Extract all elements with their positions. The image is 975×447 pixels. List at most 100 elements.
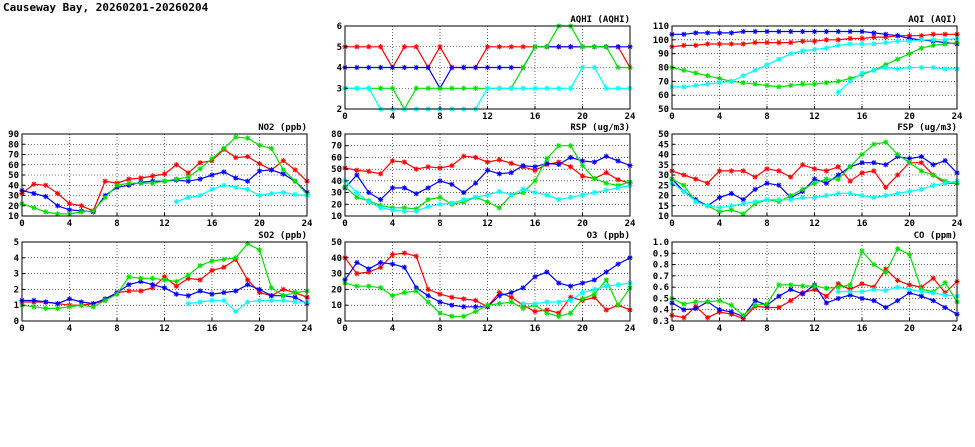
data-point <box>591 175 597 182</box>
data-point <box>126 176 132 182</box>
x-tick-label: 12 <box>809 219 820 229</box>
data-point <box>895 277 901 283</box>
data-point <box>615 44 621 50</box>
x-tick-label: 4 <box>390 324 396 334</box>
x-tick-label: 16 <box>207 219 218 229</box>
data-point <box>859 289 865 295</box>
y-tick-label: 25 <box>658 181 669 191</box>
data-point <box>591 44 597 50</box>
data-point <box>906 64 913 71</box>
data-point <box>556 280 562 286</box>
x-tick-label: 24 <box>952 219 963 229</box>
data-point <box>716 298 723 304</box>
data-point <box>185 272 191 278</box>
data-point <box>716 80 723 86</box>
data-point <box>906 188 913 194</box>
x-tick-label: 20 <box>904 324 915 334</box>
data-point <box>292 191 298 198</box>
data-point <box>615 158 621 164</box>
x-tick-label: 8 <box>764 219 769 229</box>
data-point <box>568 194 574 200</box>
data-point <box>728 302 734 308</box>
data-point <box>484 167 491 173</box>
data-point <box>871 298 877 304</box>
y-tick-label: 10 <box>8 212 19 222</box>
data-point <box>603 283 609 289</box>
data-point <box>544 307 550 313</box>
data-point <box>788 51 794 57</box>
data-point <box>895 298 901 304</box>
data-point <box>823 28 829 35</box>
data-point <box>496 301 502 307</box>
data-point <box>473 64 479 71</box>
data-point <box>603 85 609 91</box>
data-point <box>906 51 913 57</box>
data-point <box>449 64 455 71</box>
data-point <box>740 80 746 86</box>
data-point <box>150 180 156 186</box>
series-line <box>345 45 631 69</box>
data-point <box>197 160 203 166</box>
data-point <box>461 153 467 159</box>
data-point <box>716 168 723 174</box>
data-point <box>256 192 263 199</box>
data-point <box>473 154 479 161</box>
data-point <box>835 42 841 48</box>
x-tick-label: 0 <box>342 324 347 334</box>
data-point <box>811 166 818 172</box>
x-tick-label: 8 <box>764 112 769 122</box>
data-point <box>401 250 407 256</box>
data-point <box>461 304 467 310</box>
data-point <box>449 163 455 169</box>
data-point <box>378 171 384 177</box>
data-point <box>268 190 274 197</box>
data-point <box>354 283 360 289</box>
data-point <box>233 255 239 261</box>
x-tick-label: 4 <box>717 219 723 229</box>
data-point <box>126 282 132 288</box>
data-point <box>883 31 889 37</box>
data-point <box>615 185 621 191</box>
data-point <box>389 261 396 267</box>
data-point <box>544 269 550 275</box>
series-day3 <box>669 246 960 318</box>
data-point <box>508 160 514 166</box>
data-point <box>811 81 818 87</box>
data-point <box>847 292 853 298</box>
data-point <box>871 194 877 201</box>
data-point <box>197 288 203 294</box>
data-point <box>895 38 901 44</box>
data-point <box>425 185 431 191</box>
chart-title: SO2 (ppb) <box>258 231 307 241</box>
x-tick-label: 16 <box>207 324 218 334</box>
data-point <box>776 56 782 62</box>
data-point <box>883 304 889 311</box>
data-point <box>233 134 239 140</box>
data-point <box>256 161 263 167</box>
data-point <box>752 298 758 304</box>
data-point <box>859 248 865 254</box>
y-tick-label: 40 <box>331 177 342 187</box>
data-point <box>764 82 770 89</box>
data-point <box>776 197 782 203</box>
data-point <box>389 293 396 299</box>
data-point <box>425 293 431 299</box>
data-point <box>883 287 889 294</box>
x-tick-label: 8 <box>437 219 442 229</box>
data-point <box>354 189 360 196</box>
data-point <box>413 288 419 294</box>
data-point <box>520 189 526 196</box>
y-tick-label: 60 <box>8 161 19 171</box>
data-point <box>871 160 877 166</box>
data-point <box>138 278 144 285</box>
x-tick-label: 4 <box>67 219 73 229</box>
data-point <box>31 297 37 304</box>
data-point <box>425 204 431 210</box>
data-point <box>544 160 550 166</box>
x-tick-label: 12 <box>482 219 493 229</box>
data-point <box>378 264 384 270</box>
data-point <box>579 280 586 286</box>
chart-aqhi: 0 4 8 12 16 20 24 2 3 4 5 6 AQHI (AQHI) <box>337 15 636 122</box>
data-point <box>78 302 84 308</box>
data-point <box>437 194 443 200</box>
